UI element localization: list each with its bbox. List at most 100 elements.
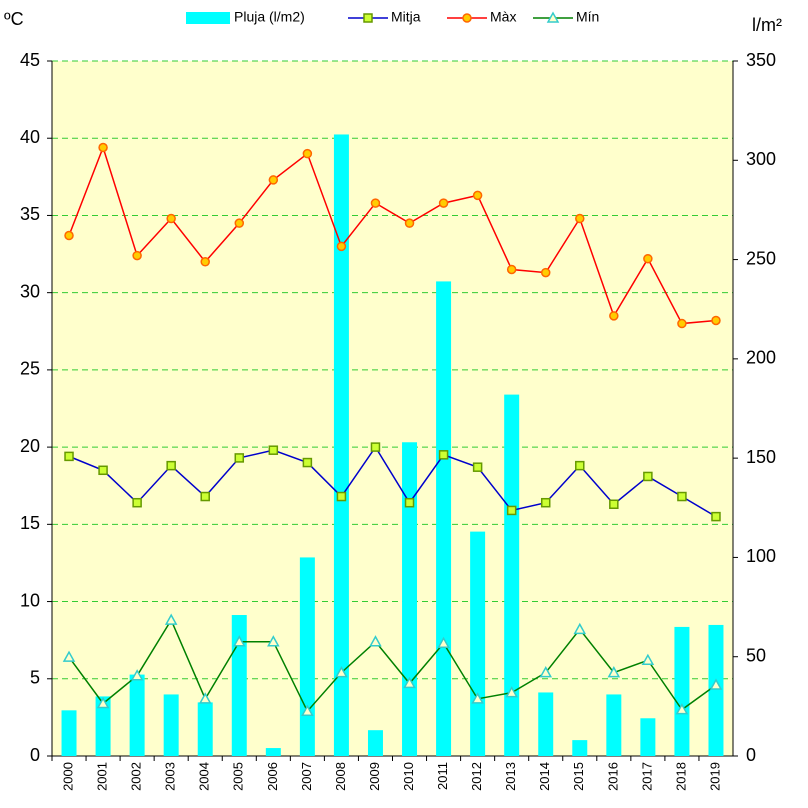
marker	[575, 460, 585, 471]
marker	[471, 692, 484, 704]
marker	[575, 213, 585, 224]
marker	[64, 230, 74, 241]
y2-tick-label: 300	[746, 149, 776, 169]
line	[68, 145, 717, 325]
y-tick-label: 40	[20, 127, 40, 147]
marker	[267, 635, 280, 647]
y-tick-label: 20	[20, 436, 40, 456]
x-tick-label: 2005	[231, 762, 246, 791]
legend-label: Mitja	[391, 9, 421, 25]
bar	[674, 626, 690, 756]
bar	[708, 624, 724, 756]
x-tick-label: 2015	[571, 762, 586, 791]
marker	[234, 453, 245, 463]
marker	[369, 635, 382, 647]
legend-marker	[546, 11, 560, 23]
marker	[506, 505, 517, 516]
marker	[404, 218, 415, 228]
marker	[438, 198, 449, 208]
y-tick-label: 30	[20, 281, 40, 301]
bar	[95, 696, 111, 756]
marker	[335, 666, 348, 678]
x-tick-label: 2009	[367, 762, 382, 791]
marker	[62, 650, 76, 662]
legend-marker	[462, 13, 472, 23]
marker	[98, 142, 108, 153]
marker	[301, 704, 314, 716]
marker	[130, 669, 144, 681]
x-tick-label: 2012	[469, 762, 484, 791]
marker	[711, 511, 721, 522]
marker	[609, 311, 619, 321]
marker	[675, 703, 689, 715]
marker	[200, 257, 210, 267]
x-tick-label: 2000	[60, 762, 75, 791]
x-tick-label: 2006	[265, 762, 280, 791]
bar	[606, 694, 622, 756]
marker	[268, 175, 279, 185]
y-tick-label: 5	[30, 668, 40, 688]
y-tick-label: 15	[20, 513, 40, 533]
bar	[129, 674, 145, 756]
x-tick-label: 2014	[537, 762, 552, 791]
marker	[539, 666, 552, 678]
line	[68, 445, 717, 518]
bar	[538, 692, 554, 756]
y-tick-label: 35	[20, 204, 40, 224]
legend-label: Mín	[576, 9, 599, 25]
marker	[166, 213, 176, 224]
marker	[505, 686, 518, 698]
x-tick-label: 2001	[95, 762, 110, 791]
marker	[164, 613, 178, 625]
y2-tick-label: 150	[746, 447, 776, 467]
marker	[540, 267, 551, 278]
marker	[506, 264, 517, 275]
bar	[470, 531, 486, 756]
legend-label: Pluja (l/m2)	[234, 9, 305, 25]
y-tick-label: 0	[30, 745, 40, 765]
marker	[370, 442, 381, 452]
marker	[540, 497, 551, 508]
marker	[607, 666, 621, 678]
x-tick-label: 2019	[707, 762, 722, 791]
bar	[163, 694, 179, 756]
marker	[643, 471, 653, 482]
marker	[438, 450, 449, 460]
bar	[197, 702, 213, 756]
x-tick-label: 2017	[639, 762, 654, 791]
bar	[299, 557, 315, 756]
marker	[268, 445, 279, 455]
marker	[98, 465, 108, 476]
bar	[231, 615, 247, 756]
marker	[302, 457, 313, 468]
marker	[132, 250, 142, 261]
marker	[96, 696, 110, 709]
marker	[370, 198, 381, 208]
y-tick-label: 10	[20, 590, 40, 610]
marker	[64, 451, 74, 462]
marker	[709, 678, 723, 690]
y2-tick-label: 250	[746, 248, 776, 268]
y2-axis-label: l/m²	[752, 15, 782, 35]
line	[68, 618, 717, 713]
marker	[233, 635, 246, 647]
x-tick-label: 2007	[299, 762, 314, 791]
y2-tick-label: 200	[746, 348, 776, 368]
x-tick-label: 2011	[435, 762, 450, 790]
marker	[302, 148, 313, 159]
marker	[336, 241, 347, 252]
marker	[573, 622, 587, 635]
bar	[436, 281, 452, 756]
x-tick-label: 2018	[673, 762, 688, 791]
x-tick-label: 2016	[605, 762, 620, 791]
marker	[641, 653, 655, 665]
legend-swatch	[186, 12, 230, 24]
marker	[132, 497, 142, 508]
y-tick-label: 45	[20, 50, 40, 70]
marker	[404, 497, 415, 508]
y2-tick-label: 0	[746, 745, 756, 765]
marker	[200, 491, 210, 502]
marker	[609, 499, 619, 510]
marker	[472, 462, 483, 472]
